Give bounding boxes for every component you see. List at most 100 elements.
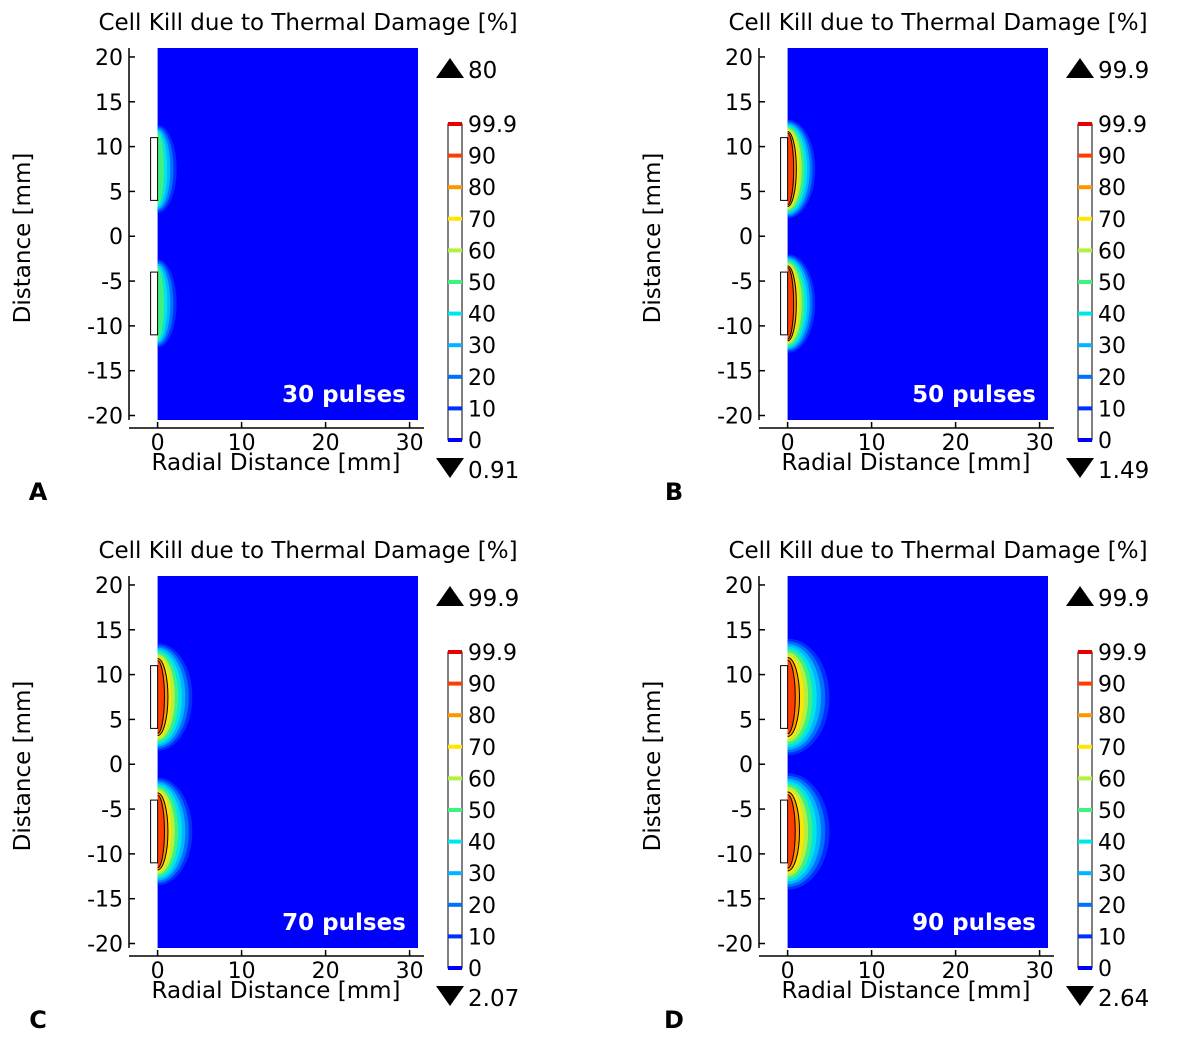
contour-band-9-lobe-1 [157, 794, 165, 869]
colorbar-swatch [448, 902, 462, 907]
colorbar-swatch [448, 713, 462, 718]
triangle-up-icon [1066, 586, 1094, 606]
colorbar-tick-label: 50 [1098, 799, 1126, 824]
colorbar-tick-label: 70 [1098, 736, 1126, 761]
colorbar-swatch [1078, 343, 1092, 348]
colorbar-min-label: 2.64 [1098, 986, 1149, 1012]
plot-field [787, 576, 1048, 948]
triangle-down-icon [436, 458, 464, 478]
x-tick-label: 30 [1026, 431, 1054, 456]
contour-group [157, 125, 177, 348]
x-tick-label: 30 [396, 431, 424, 456]
y-tick-label: -10 [717, 843, 753, 868]
electrode-segment-1 [780, 799, 789, 864]
electrode-segment-1 [150, 799, 159, 864]
panel-b: Cell Kill due to Thermal Damage [%] 20 15… [630, 0, 1188, 526]
panel-label: A [29, 478, 48, 506]
colorbar-tick-label: 40 [468, 831, 496, 856]
colorbar-swatch [1078, 406, 1092, 411]
contour-band-9-lobe-0 [787, 659, 796, 735]
colorbar-swatch [448, 966, 462, 970]
colorbar-tick-label: 90 [1098, 145, 1126, 170]
x-tick-label: 30 [1026, 959, 1054, 984]
colorbar-tick-label: 60 [1098, 239, 1126, 264]
colorbar-tick-label: 10 [468, 925, 496, 950]
y-tick-label: -20 [87, 933, 123, 958]
triangle-up-icon [1066, 58, 1094, 78]
x-tick-label: 20 [942, 431, 970, 456]
triangle-up-icon [436, 58, 464, 78]
colorbar-swatch [1078, 871, 1092, 876]
colorbar-tick-label: 0 [468, 957, 482, 982]
contour-band-9-lobe-1 [787, 267, 795, 340]
colorbar-tick-label: 99.9 [1098, 113, 1147, 138]
contour-band-9-lobe-0 [157, 660, 165, 734]
axis-gap [775, 48, 788, 420]
colorbar-tick-label: 10 [1098, 925, 1126, 950]
y-tick-label: 15 [725, 91, 753, 116]
y-tick-label: 20 [725, 574, 753, 599]
plot-field [157, 48, 418, 420]
colorbar-swatch [1078, 650, 1092, 654]
contour-band-5-lobe-1 [157, 267, 165, 340]
x-tick-label: 20 [942, 959, 970, 984]
colorbar-tick-label: 50 [468, 271, 496, 296]
y-axis-label: Distance [mm] [640, 153, 666, 324]
colorbar-swatch [1078, 776, 1092, 781]
y-tick-label: 10 [95, 664, 123, 689]
colorbar-tick-label: 50 [1098, 271, 1126, 296]
y-tick-label: -15 [717, 360, 753, 385]
axis-gap [145, 48, 158, 420]
colorbar-tick-label: 80 [1098, 704, 1126, 729]
electrode-segment-0 [150, 137, 159, 201]
colorbar-tick-label: 10 [1098, 397, 1126, 422]
contour-group [787, 119, 816, 353]
colorbar-swatch [448, 248, 462, 253]
x-tick-label: 0 [781, 959, 795, 984]
colorbar-tick-label: 99.9 [1098, 641, 1147, 666]
y-axis-label: Distance [mm] [640, 681, 666, 852]
y-tick-label: -5 [101, 270, 123, 295]
colorbar-swatch [448, 153, 462, 158]
colorbar-max-label: 99.9 [468, 586, 519, 612]
chart-d: Cell Kill due to Thermal Damage [%] 20 15… [640, 538, 1149, 1034]
colorbar-tick-label: 40 [1098, 303, 1126, 328]
colorbar-tick-label: 99.9 [468, 641, 517, 666]
colorbar-tick-label: 0 [1098, 957, 1112, 982]
electrode-segment-0 [780, 665, 789, 729]
colorbar-swatch [448, 343, 462, 348]
colorbar-max-label: 99.9 [1098, 586, 1149, 612]
x-axis-label: Radial Distance [mm] [152, 978, 401, 1004]
y-tick-label: -15 [717, 888, 753, 913]
y-tick-label: 5 [109, 708, 123, 733]
chart-title: Cell Kill due to Thermal Damage [%] [98, 538, 517, 564]
y-tick-label: 5 [739, 180, 753, 205]
pulses-annotation: 90 pulses [912, 910, 1036, 936]
colorbar-min-label: 2.07 [468, 986, 519, 1012]
y-axis-label: Distance [mm] [10, 681, 36, 852]
x-tick-label: 10 [858, 431, 886, 456]
colorbar-tick-label: 90 [1098, 673, 1126, 698]
y-tick-label: 0 [109, 225, 123, 250]
x-tick-label: 20 [312, 431, 340, 456]
colorbar-swatch [1078, 681, 1092, 686]
colorbar-swatch [448, 280, 462, 284]
x-tick-label: 10 [228, 431, 256, 456]
colorbar-swatch [1078, 902, 1092, 907]
chart-title: Cell Kill due to Thermal Damage [%] [98, 10, 517, 36]
x-tick-label: 30 [396, 959, 424, 984]
panel-d: Cell Kill due to Thermal Damage [%] 20 15… [630, 528, 1188, 1054]
plot-field [157, 576, 418, 948]
y-tick-label: -20 [717, 933, 753, 958]
colorbar-swatch [1078, 153, 1092, 158]
colorbar-swatch [1078, 374, 1092, 379]
y-tick-label: 5 [739, 708, 753, 733]
colorbar-tick-label: 20 [468, 366, 496, 391]
colorbar-tick-label: 80 [468, 176, 496, 201]
colorbar-swatch [1078, 438, 1092, 442]
y-tick-label: -5 [731, 798, 753, 823]
x-axis-label: Radial Distance [mm] [152, 450, 401, 476]
y-tick-label: -20 [717, 405, 753, 430]
colorbar-tick-label: 30 [468, 334, 496, 359]
electrode-segment-1 [150, 271, 159, 336]
